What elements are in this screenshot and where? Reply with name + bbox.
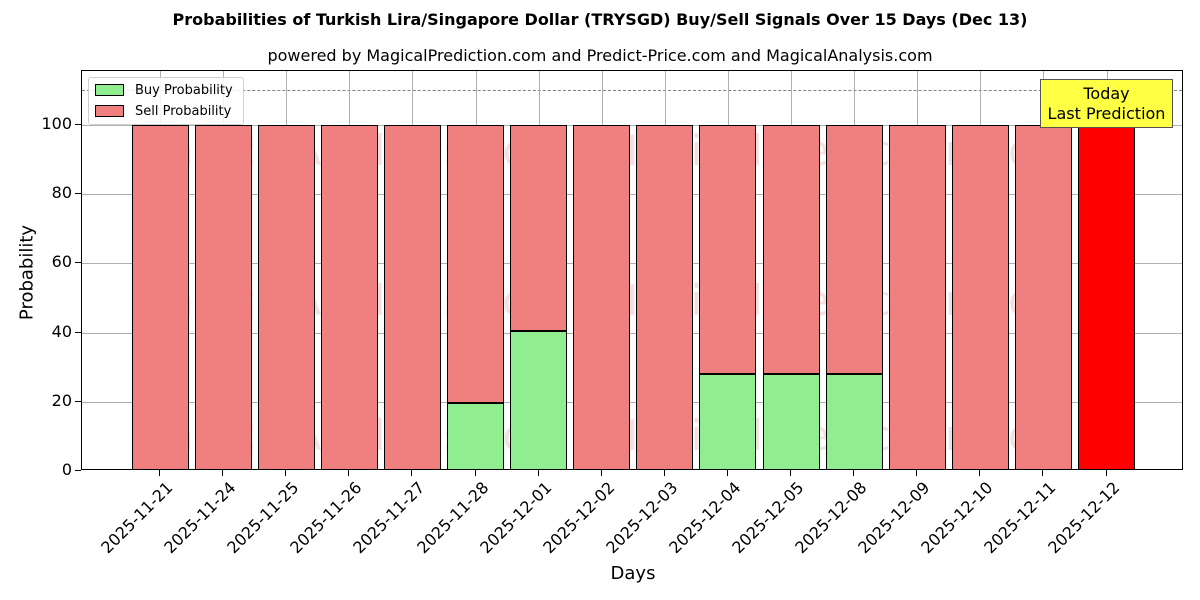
x-tick — [1042, 470, 1044, 476]
x-tick — [159, 470, 160, 476]
x-tick — [916, 470, 918, 476]
gridline-horizontal — [82, 194, 1182, 196]
x-tick — [853, 470, 855, 476]
gridline-horizontal — [82, 401, 1182, 403]
buy-swatch-icon — [95, 84, 124, 96]
y-tick — [75, 470, 81, 471]
sell-bar — [825, 125, 883, 375]
buy-bar — [762, 374, 820, 469]
sell-bar — [699, 125, 757, 375]
sell-bar — [1014, 125, 1072, 469]
y-tick-label: 60 — [51, 252, 72, 272]
x-tick — [411, 470, 413, 476]
sell-bar — [573, 125, 631, 469]
x-tick — [348, 470, 350, 476]
x-tick — [1105, 470, 1107, 476]
sell-bar — [636, 125, 694, 469]
sell-bar — [257, 125, 315, 469]
y-tick — [75, 124, 81, 125]
sell-bar — [320, 125, 378, 469]
legend: Buy Probability Sell Probability — [88, 77, 244, 125]
legend-buy-label: Buy Probability — [135, 82, 233, 98]
y-tick — [75, 193, 81, 195]
annotation-line1: Today — [1083, 84, 1130, 103]
sell-bar — [447, 125, 504, 403]
annotation-line2: Last Prediction — [1047, 104, 1166, 123]
gridline-horizontal — [82, 263, 1182, 265]
sell-bar — [383, 125, 441, 469]
sell-bar — [510, 125, 568, 331]
x-tick — [222, 470, 224, 476]
sell-swatch-icon — [95, 105, 124, 117]
x-tick — [285, 470, 287, 476]
buy-bar — [825, 374, 883, 469]
legend-sell-label: Sell Probability — [135, 103, 232, 119]
x-tick — [979, 470, 981, 476]
y-tick-label: 100 — [41, 114, 72, 133]
buy-bar — [699, 374, 757, 469]
today-annotation: Today Last Prediction — [1040, 79, 1173, 128]
y-tick-label: 80 — [51, 183, 72, 203]
sell-bar — [131, 125, 189, 469]
plot-area: MagicalAnalysis.comMagicalPrediction.com… — [81, 70, 1183, 470]
legend-item-sell: Sell Probability — [95, 102, 231, 120]
chart-title: Probabilities of Turkish Lira/Singapore … — [172, 10, 1028, 29]
x-tick — [537, 470, 539, 476]
y-tick-label: 0 — [61, 460, 72, 479]
reference-line — [82, 90, 1182, 92]
sell-bar — [194, 125, 252, 469]
x-tick — [474, 470, 476, 476]
x-axis-title: Days — [610, 563, 656, 584]
sell-bar — [951, 125, 1009, 469]
x-tick — [600, 470, 602, 476]
sell-bar — [762, 125, 820, 375]
legend-item-buy: Buy Probability — [95, 81, 233, 99]
gridline-horizontal — [82, 332, 1182, 334]
y-tick — [75, 262, 81, 264]
today-sell-bar — [1078, 125, 1135, 469]
buy-bar — [510, 330, 568, 469]
x-tick — [726, 470, 728, 476]
y-axis-title: Probability — [16, 224, 38, 321]
x-tick — [663, 470, 665, 476]
y-tick-label: 20 — [51, 390, 72, 410]
gridline-horizontal — [82, 125, 1182, 126]
y-tick — [75, 331, 81, 333]
buy-bar — [447, 402, 504, 469]
chart-subtitle: powered by MagicalPrediction.com and Pre… — [267, 46, 933, 65]
x-tick — [790, 470, 791, 476]
y-tick — [75, 400, 81, 402]
y-tick-label: 40 — [51, 321, 72, 341]
sell-bar — [888, 125, 946, 469]
